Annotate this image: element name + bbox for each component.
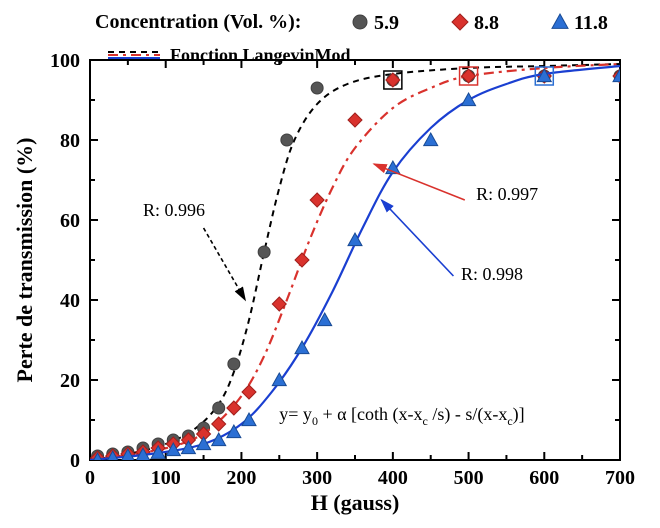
legend-item-label: 5.9	[374, 12, 399, 34]
data-marker	[353, 15, 367, 29]
x-tick-label: 400	[378, 467, 408, 489]
x-tick-label: 200	[226, 467, 256, 489]
legend-item-label: 8.8	[474, 12, 499, 34]
y-tick-label: 60	[60, 210, 80, 232]
chart-background	[0, 0, 660, 528]
y-tick-label: 20	[60, 370, 80, 392]
y-tick-label: 100	[50, 50, 80, 72]
x-tick-label: 700	[605, 467, 635, 489]
legend-title: Concentration (Vol. %):	[95, 11, 301, 33]
x-tick-label: 500	[454, 467, 484, 489]
x-tick-label: 100	[151, 467, 181, 489]
annotation-r1: R: 0.996	[143, 200, 205, 220]
data-marker	[213, 402, 225, 414]
x-tick-label: 0	[85, 467, 95, 489]
x-axis-title: H (gauss)	[311, 490, 400, 515]
x-tick-label: 600	[529, 467, 559, 489]
y-axis-title: Perte de transmission (%)	[12, 137, 37, 382]
data-marker	[311, 82, 323, 94]
data-marker	[258, 246, 270, 258]
y-tick-label: 40	[60, 290, 80, 312]
y-tick-label: 80	[60, 130, 80, 152]
legend-fit-label: Fonction LangevinMod	[170, 45, 351, 65]
chart-container: { "chart": { "type": "scatter+line", "ba…	[0, 0, 660, 528]
y-tick-label: 0	[70, 450, 80, 472]
chart-svg: 0 100 200 300 400 500 600 700 0 20 40 60 80 100 H (gau…	[0, 0, 660, 528]
legend-item-label: 11.8	[574, 12, 608, 34]
x-tick-label: 300	[302, 467, 332, 489]
annotation-r3: R: 0.998	[461, 264, 523, 284]
data-marker	[228, 358, 240, 370]
data-marker	[281, 134, 293, 146]
annotation-r2: R: 0.997	[476, 184, 538, 204]
